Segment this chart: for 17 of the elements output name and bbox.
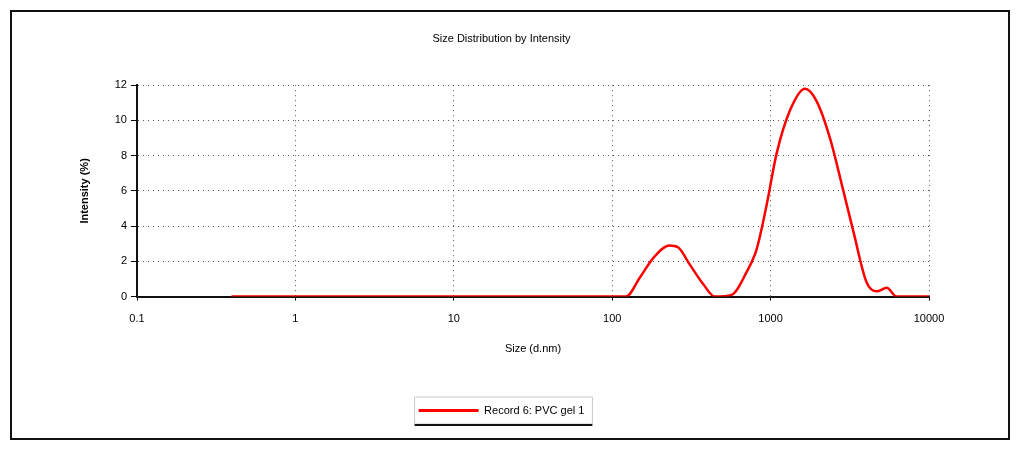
x-axis-title: Size (d.nm)	[504, 342, 562, 355]
x-tick-label: 1000	[758, 312, 783, 325]
y-tick-label: 2	[120, 254, 127, 267]
y-axis-title: Intensity (%)	[77, 157, 90, 224]
y-tick-label: 4	[120, 219, 127, 232]
y-tick-label: 8	[120, 148, 127, 161]
x-tick-label: 10	[447, 312, 460, 325]
x-tick-label: 100	[603, 312, 622, 325]
text: Record 6: PVC gel 1	[484, 403, 585, 416]
y-tick-label: 0	[120, 289, 127, 302]
y-tick-label: 12	[114, 78, 127, 91]
chart-title: Size Distribution by Intensity	[432, 31, 572, 44]
y-tick-label: 6	[120, 183, 127, 196]
y-tick-label: 10	[114, 113, 127, 126]
x-tick-label: 1	[292, 312, 299, 325]
x-tick-label: 0.1	[129, 312, 145, 325]
x-tick-label: 10000	[913, 312, 945, 325]
